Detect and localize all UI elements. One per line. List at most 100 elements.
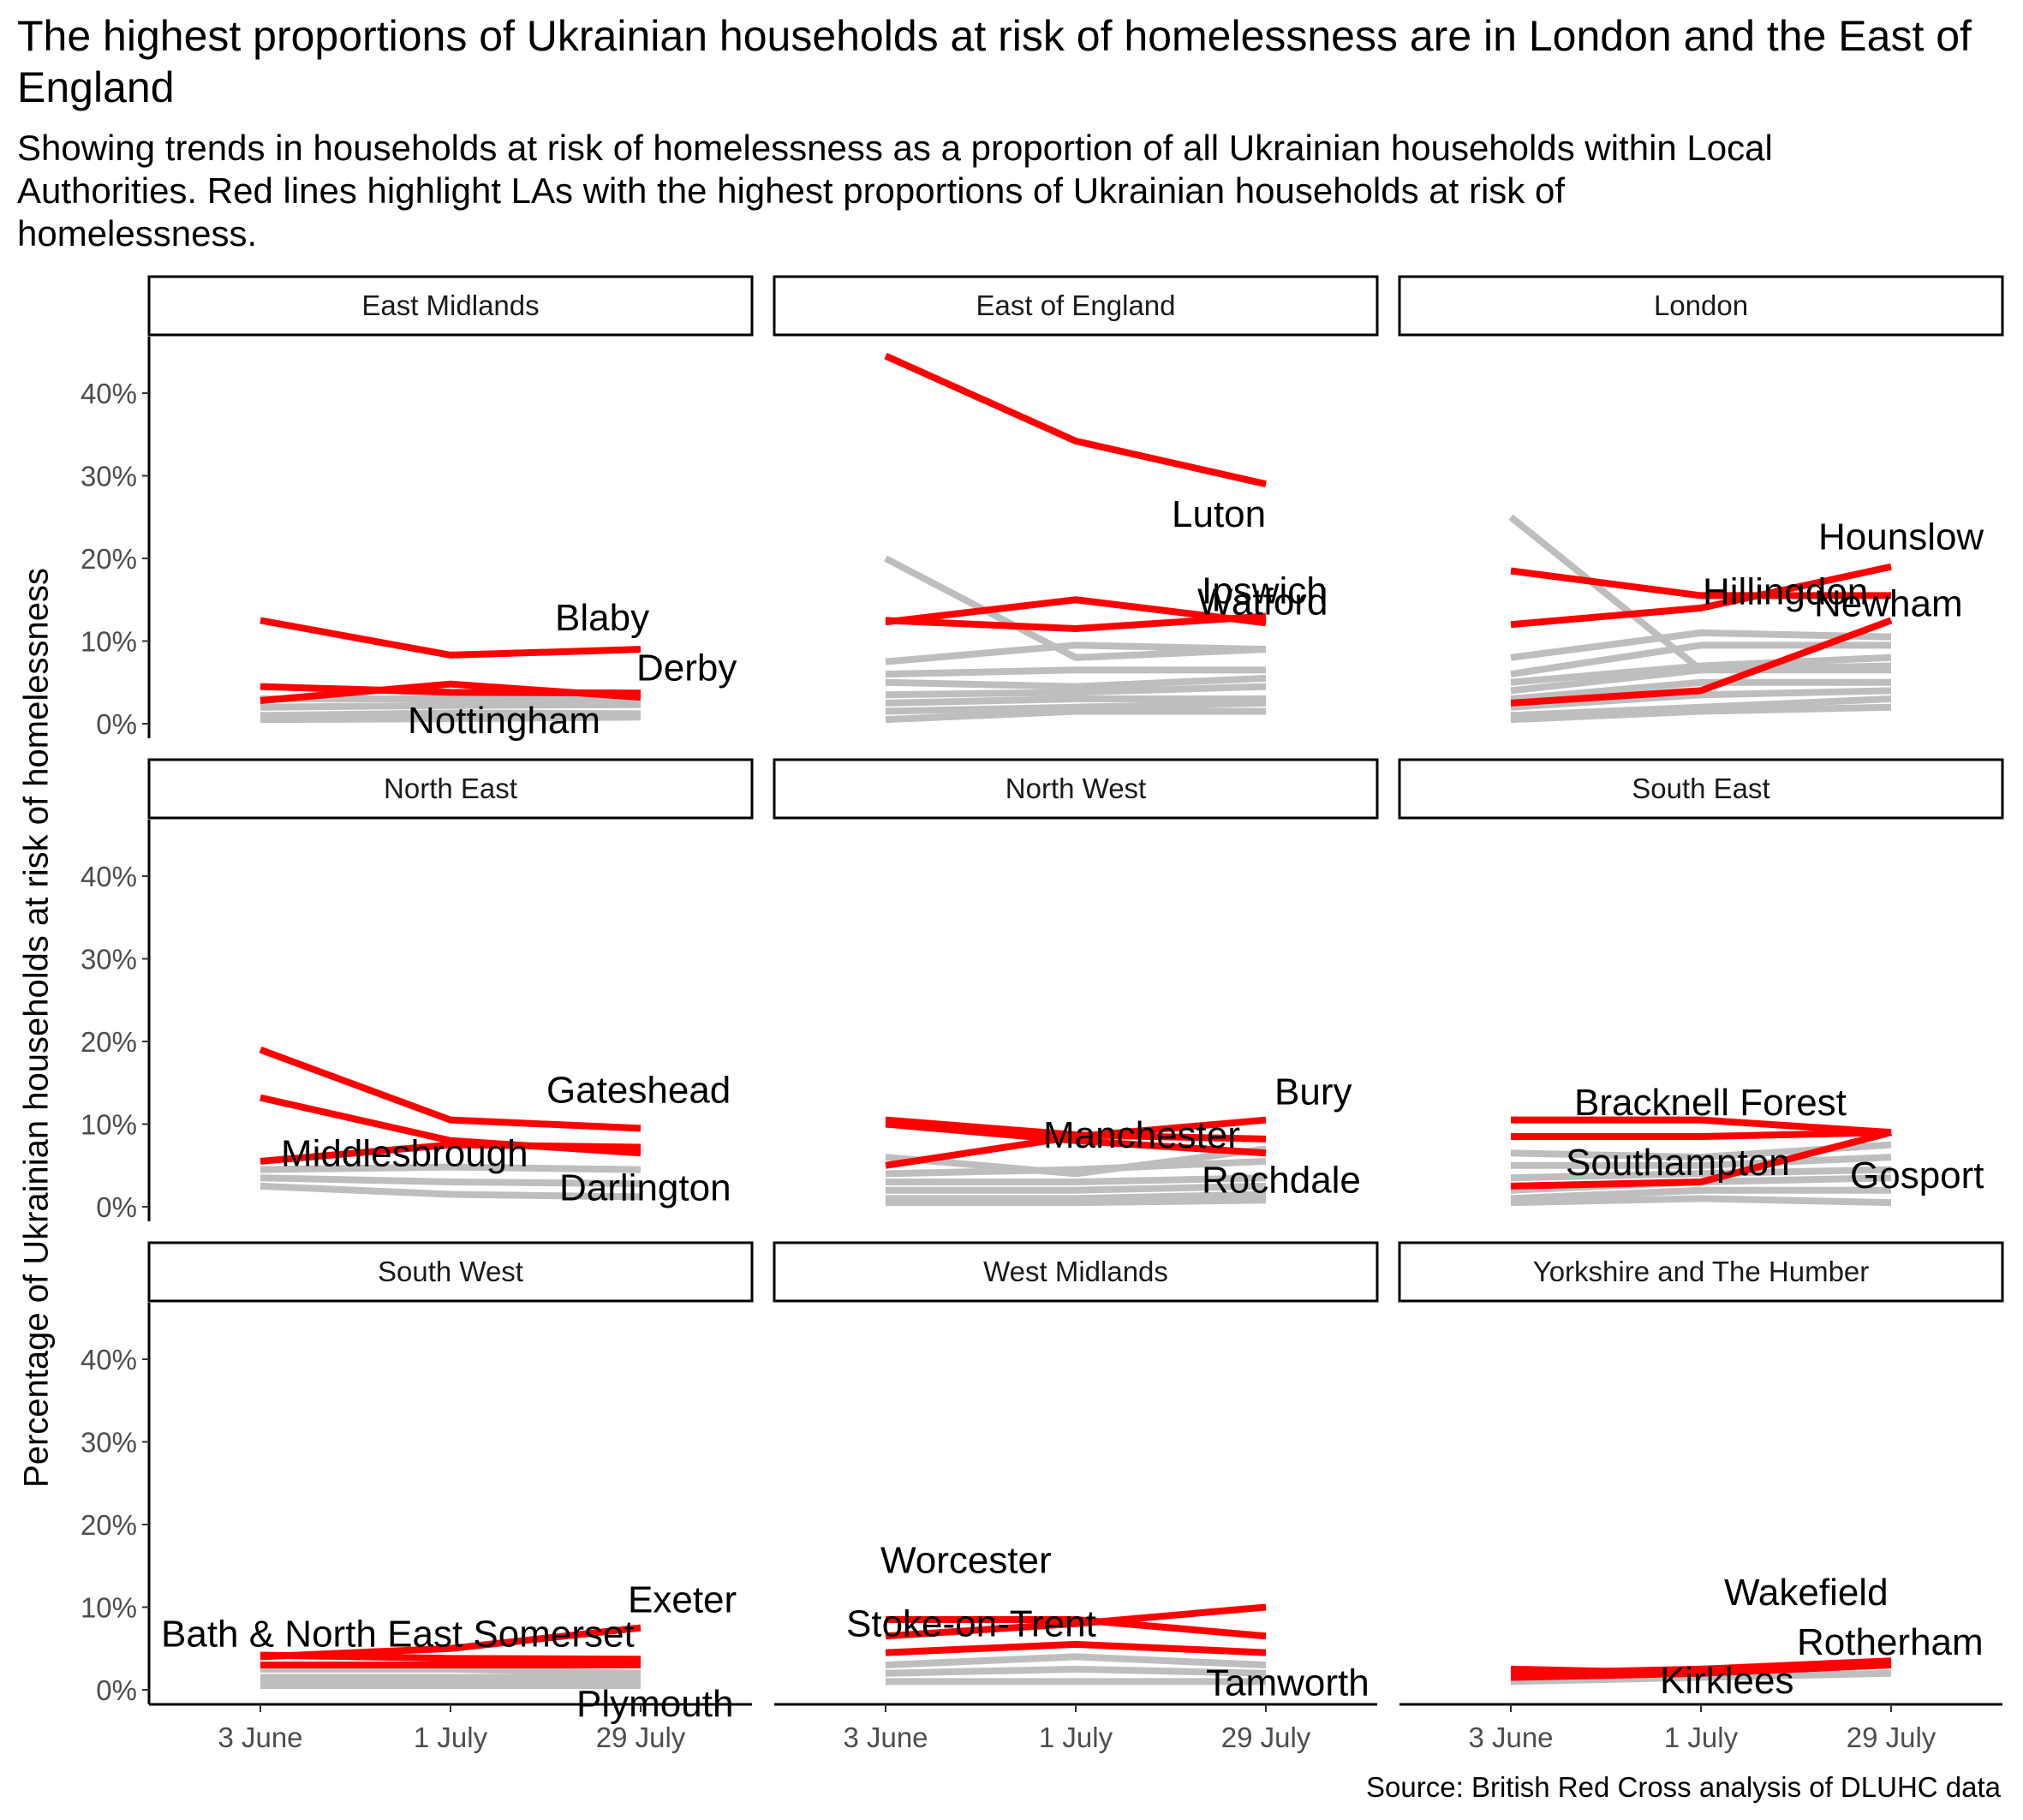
series-line-hounslow (1510, 563, 1892, 629)
y-tick-label: 30% (81, 944, 137, 976)
y-tick-label: 40% (81, 378, 137, 409)
series-line-blaby (260, 617, 642, 659)
series-label-ipswich: Ipswich (1202, 570, 1328, 612)
series-label-plymouth: Plymouth (576, 1683, 733, 1725)
series-label-darlington: Darlington (559, 1167, 731, 1209)
series-label-nottingham: Nottingham (408, 700, 600, 742)
series-line-other-north-west-5 (886, 1196, 1267, 1207)
series-line-other-east-of-england-7 (885, 707, 1266, 724)
y-tick-label: 0% (96, 1674, 137, 1706)
series-line-other-london-1 (1510, 629, 1892, 661)
series-line-other-east-of-england-0 (884, 555, 1267, 661)
x-tick-label: 29 July (1221, 1722, 1311, 1753)
series-line-other-north-west-0 (885, 1145, 1267, 1178)
series-line-worcester (885, 1603, 1267, 1640)
series-line-kirklees (1510, 1660, 1892, 1677)
series-label-watford: Watford (1197, 581, 1328, 623)
chart-caption: Source: British Red Cross analysis of DL… (1366, 1771, 2001, 1803)
x-tick-label: 1 July (1664, 1722, 1739, 1753)
x-tick-label: 3 June (1468, 1722, 1553, 1753)
series-line-gosport (1510, 1129, 1893, 1190)
series-line-other-london-5 (1510, 678, 1891, 703)
series-line-rochdale (885, 1120, 1267, 1157)
series-label-exeter: Exeter (628, 1579, 737, 1621)
series-line-other-london-6 (1510, 687, 1892, 711)
series-label-wakefield: Wakefield (1724, 1572, 1889, 1614)
y-tick-label: 10% (81, 1109, 137, 1141)
series-label-rotherham: Rotherham (1797, 1621, 1984, 1663)
series-line-other-east-of-england-2 (885, 666, 1266, 678)
x-tick-label: 29 July (1847, 1722, 1936, 1753)
facet-strip-yorkshire-and-the-humber (1398, 1241, 2004, 1303)
series-line-other-east-midlands-3 (260, 713, 642, 724)
series-label-middlesbrough: Middlesbrough (281, 1132, 528, 1174)
series-line-luton (884, 352, 1267, 488)
y-tick-label: 20% (81, 543, 137, 575)
series-line-watford (885, 596, 1267, 627)
x-tick-label: 1 July (1039, 1722, 1113, 1753)
series-label-stoke-on-trent: Stoke-on-Trent (846, 1602, 1096, 1644)
facet-strip-south-east (1398, 758, 2004, 820)
series-line-other-north-east-2 (260, 1182, 642, 1201)
facet-title-east-midlands: East Midlands (361, 289, 539, 321)
series-line-other-london-8 (1510, 703, 1892, 724)
series-label-derby: Derby (636, 647, 737, 689)
series-line-nottingham (260, 680, 642, 704)
series-line-stoke-on-trent (886, 1615, 1267, 1640)
x-tick-label: 3 June (218, 1722, 302, 1753)
facet-strip-east-midlands (147, 275, 754, 337)
series-line-other-north-west-1 (885, 1157, 1267, 1178)
series-label-luton: Luton (1172, 493, 1266, 535)
series-line-other-south-east-1 (1511, 1154, 1892, 1169)
series-line-darlington (260, 1141, 642, 1165)
series-line-other-london-4 (1510, 666, 1891, 695)
series-line-other-east-midlands-2 (260, 709, 642, 719)
facet-title-east-of-england: East of England (976, 289, 1176, 321)
y-tick-label: 0% (96, 708, 137, 740)
series-label-newham: Newham (1814, 582, 1963, 624)
series-label-worcester: Worcester (880, 1540, 1052, 1582)
y-tick-label: 10% (81, 626, 137, 658)
series-label-bury: Bury (1274, 1071, 1352, 1113)
x-tick-label: 3 June (843, 1722, 928, 1753)
series-label-bracknell-forest: Bracknell Forest (1574, 1082, 1847, 1124)
series-line-other-south-east-4 (1510, 1186, 1891, 1202)
series-line-hillingdon (1510, 567, 1891, 600)
series-line-other-east-of-england-1 (885, 641, 1267, 665)
facet-title-north-east: North East (384, 773, 517, 804)
series-label-hounslow: Hounslow (1818, 516, 1984, 558)
series-line-other-east-of-england-5 (885, 695, 1266, 707)
facet-title-south-west: South West (378, 1256, 523, 1287)
series-line-newham (1510, 617, 1893, 707)
facet-title-london: London (1654, 289, 1748, 321)
series-line-other-west-midlands-1 (885, 1665, 1267, 1677)
chart-title: The highest proportions of Ukrainian hou… (17, 12, 1972, 111)
series-line-other-south-east-5 (1510, 1195, 1892, 1207)
facet-strip-south-west (147, 1241, 754, 1303)
series-line-other-south-east-2 (1510, 1166, 1892, 1182)
facet-strip-north-west (773, 758, 1379, 820)
y-tick-label: 20% (81, 1026, 137, 1058)
facet-title-south-east: South East (1632, 773, 1769, 804)
series-line-other-west-midlands-0 (885, 1653, 1267, 1669)
series-label-southampton: Southampton (1566, 1142, 1790, 1184)
series-label-rochdale: Rochdale (1202, 1159, 1361, 1201)
facet-strip-london (1398, 275, 2004, 337)
series-label-hillingdon: Hillingdon (1703, 570, 1868, 612)
series-line-manchester (885, 1116, 1267, 1143)
series-line-other-north-west-4 (886, 1190, 1267, 1202)
y-tick-label: 0% (96, 1191, 137, 1223)
series-label-kirklees: Kirklees (1660, 1660, 1794, 1702)
series-line-other-east-of-england-6 (885, 699, 1267, 715)
series-line-bracknell-forest (1511, 1116, 1892, 1137)
facet-strip-east-of-england (773, 275, 1379, 337)
series-line-other-east-midlands-1 (260, 701, 642, 711)
facet-strip-west-midlands (773, 1241, 1379, 1303)
series-line-southampton (1511, 1129, 1892, 1140)
series-line-gateshead (259, 1046, 642, 1132)
series-line-other-north-east-1 (260, 1174, 642, 1187)
y-tick-label: 40% (81, 1344, 137, 1375)
facet-title-west-midlands: West Midlands (983, 1256, 1168, 1287)
series-line-other-north-west-3 (886, 1182, 1267, 1194)
